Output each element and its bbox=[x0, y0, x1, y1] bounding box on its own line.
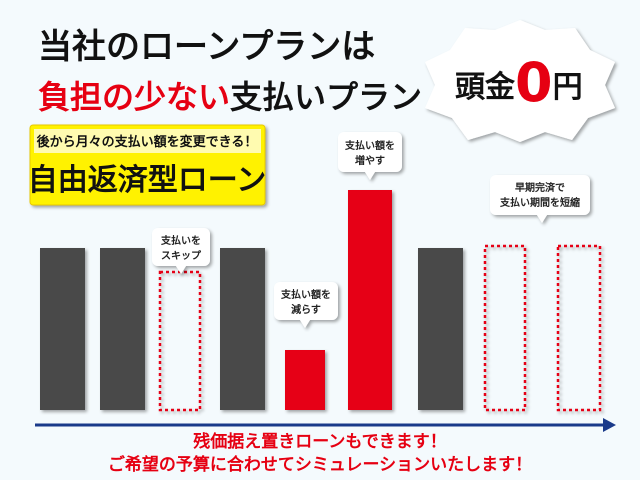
callout-tail bbox=[300, 320, 310, 328]
callout-box bbox=[338, 132, 402, 172]
callout bbox=[490, 175, 590, 223]
title-line2: 負担の少ない支払いプラン bbox=[38, 78, 422, 116]
callout-text: 支払い期間を短縮 bbox=[499, 196, 580, 209]
title-line1: 当社のローンプランは bbox=[38, 27, 375, 67]
callout-tail bbox=[365, 172, 375, 180]
badge-suffix: 円 bbox=[553, 70, 583, 105]
feature-subtitle: 後から月々の支払い額を変更できる！ bbox=[37, 134, 258, 150]
badge-burst bbox=[425, 20, 615, 142]
title-red: 負担の少ない bbox=[38, 78, 230, 116]
callout bbox=[274, 282, 338, 328]
bar bbox=[40, 248, 85, 410]
bar bbox=[418, 248, 463, 410]
callout-box bbox=[152, 228, 210, 266]
callout-text: 支払い額を bbox=[280, 288, 331, 301]
footer-line2: ご希望の予算に合わせてシミュレーションいたします！ bbox=[108, 454, 532, 475]
callout-text: 支払いを bbox=[160, 234, 201, 247]
callout-box bbox=[490, 175, 590, 215]
bar-reduced bbox=[285, 350, 325, 410]
feature-title: 自由返済型ローン bbox=[28, 163, 267, 198]
callout bbox=[152, 228, 210, 274]
bar-increased bbox=[348, 190, 392, 410]
callout-tail bbox=[176, 266, 186, 274]
bar-shortened bbox=[556, 244, 602, 412]
bar-shortened bbox=[483, 244, 527, 412]
arrow-head bbox=[603, 418, 616, 432]
feature-sub-bg bbox=[34, 129, 261, 153]
callout-box bbox=[274, 282, 338, 320]
badge-number: 0 bbox=[515, 51, 553, 114]
callout-text: スキップ bbox=[161, 249, 202, 262]
badge-prefix: 頭金 bbox=[455, 70, 516, 105]
callout-text: 早期完済で bbox=[515, 181, 565, 194]
bar bbox=[100, 248, 145, 410]
callout bbox=[338, 132, 402, 180]
bar bbox=[220, 248, 265, 410]
badge-text: 頭金0円 bbox=[455, 51, 583, 114]
callout-text: 支払い額を bbox=[344, 139, 395, 152]
callout-text: 増やす bbox=[355, 154, 385, 167]
bars bbox=[40, 190, 602, 412]
callout-text: 減らす bbox=[291, 303, 321, 316]
footer-line1: 残価据え置きローンもできます！ bbox=[193, 431, 446, 452]
callout-tail bbox=[537, 215, 547, 223]
title-black: 支払いプラン bbox=[230, 78, 422, 116]
